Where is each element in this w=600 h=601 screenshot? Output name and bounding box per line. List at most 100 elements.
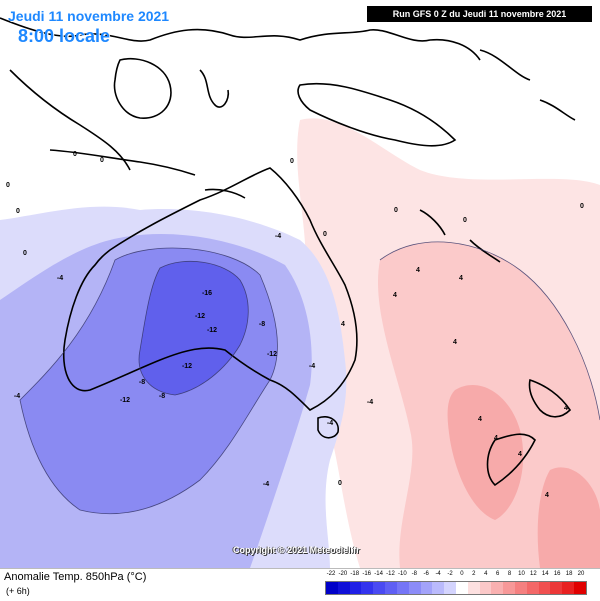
scale-swatch [515, 582, 527, 594]
scale-tick-label: -18 [350, 571, 360, 577]
contour-label: 4 [478, 416, 482, 423]
scale-swatch [396, 582, 409, 594]
scale-swatch [491, 582, 504, 594]
scale-tick-label: 16 [553, 571, 561, 577]
scale-swatch [385, 582, 397, 594]
contour-label: 0 [100, 157, 104, 164]
scale-tick-label: -10 [398, 571, 407, 577]
scale-tick-label: 14 [541, 571, 549, 577]
scale-swatch [444, 582, 456, 594]
borneo-coast [113, 58, 172, 119]
timor-coast [204, 188, 246, 199]
run-info-box: Run GFS 0 Z du Jeudi 11 novembre 2021 [367, 6, 592, 22]
contour-label: 0 [23, 250, 27, 257]
scale-swatch [574, 582, 586, 594]
contour-label-layer: -16-12-12-12-12-12-8-8-8-4-4-4-4-4-4-400… [6, 151, 584, 499]
scale-swatch [420, 582, 433, 594]
scale-swatch [361, 582, 374, 594]
contour-label: -8 [159, 393, 165, 400]
scale-tick-label: 0 [460, 571, 464, 577]
contour-label: 0 [16, 208, 20, 215]
contour-label: 4 [341, 321, 345, 328]
contour-ring-cold-strong [19, 247, 278, 515]
scale-swatch [562, 582, 575, 594]
contour-ring-warm [379, 241, 600, 421]
anomaly-contours [19, 241, 600, 515]
new-guinea-coast [297, 82, 457, 147]
java-coast [49, 149, 196, 176]
scale-tick-label: -20 [338, 571, 348, 577]
australia-coast [63, 167, 358, 411]
pacific-islands [419, 49, 576, 263]
scale-tick-label: -2 [447, 571, 453, 577]
contour-label: -12 [120, 397, 130, 404]
scale-tick-label: 8 [507, 571, 512, 577]
contour-label: -12 [182, 363, 192, 370]
scale-swatch [479, 582, 492, 594]
scale-swatch [526, 582, 539, 594]
contour-label: -8 [139, 379, 145, 386]
scale-tick-label: 10 [518, 571, 525, 577]
copyright-notice: Copyright © 2021 Meteociel.fr [233, 545, 360, 555]
legend-title: Anomalie Temp. 850hPa (°C) [4, 571, 147, 583]
nz-north-coast [528, 378, 572, 418]
contour-label: -12 [195, 313, 205, 320]
anomaly-map: -16-12-12-12-12-12-8-8-8-4-4-4-4-4-4-400… [0, 17, 600, 568]
contour-label: 0 [338, 480, 342, 487]
contour-label: -4 [367, 399, 373, 406]
color-scale: -22 -20 -18 -16 -14 -12 -10 -8 -6 -4 -2 0 2 4 6 8 10 12 14… [325, 571, 587, 597]
scale-tick-label: -14 [374, 571, 383, 577]
scale-swatch [550, 582, 563, 594]
scale-swatch [337, 582, 350, 594]
contour-ring-cold-core [138, 261, 249, 396]
contour-label: 0 [580, 203, 584, 210]
contour-label: 4 [518, 451, 522, 458]
contour-label: -4 [275, 233, 281, 240]
contour-label: 4 [393, 292, 397, 299]
contour-label: 0 [394, 207, 398, 214]
cold-area-core [139, 261, 249, 395]
sumatra-coast [9, 69, 131, 171]
scale-swatch [326, 582, 338, 594]
contour-label: -4 [57, 275, 63, 282]
coastlines [0, 17, 576, 487]
scale-swatch [503, 582, 515, 594]
contour-label: -4 [263, 481, 269, 488]
scale-tick-label: -6 [423, 571, 429, 577]
contour-label: -12 [267, 351, 277, 358]
scale-swatch [408, 582, 421, 594]
legend-subtitle: (+ 6h) [6, 586, 30, 596]
contour-label: -4 [327, 420, 333, 427]
contour-label: -4 [309, 363, 315, 370]
contour-label: 0 [323, 231, 327, 238]
warm-area-strong [447, 384, 524, 520]
contour-label: -12 [207, 327, 217, 334]
scale-tick-label: 2 [472, 571, 476, 577]
color-scale-labels: -22 -20 -18 -16 -14 -12 -10 -8 -6 -4 -2 0 2 4 6 8 10 12 14… [325, 571, 587, 581]
scale-tick-label: -16 [362, 571, 371, 577]
scale-tick-label: -12 [386, 571, 395, 577]
scale-tick-label: 18 [565, 571, 573, 577]
legend-footer: Anomalie Temp. 850hPa (°C) (+ 6h) -22 -20… [0, 568, 600, 601]
nz-south-coast [486, 433, 536, 487]
scale-tick-label: 4 [484, 571, 488, 577]
forecast-time: 8:00 locale [18, 26, 111, 46]
scale-tick-label: -22 [326, 571, 336, 577]
scale-tick-label: 6 [495, 571, 500, 577]
contour-label: 4 [494, 435, 498, 442]
scale-swatch [455, 582, 468, 594]
scale-tick-label: 12 [530, 571, 537, 577]
scale-tick-label: -8 [411, 571, 417, 577]
tasmania-coast [317, 416, 339, 439]
contour-label: -8 [259, 321, 265, 328]
sulawesi-coast [199, 69, 230, 108]
contour-label: 0 [290, 158, 294, 165]
contour-label: 4 [416, 267, 420, 274]
contour-label: 0 [6, 182, 10, 189]
contour-label: 0 [463, 217, 467, 224]
contour-label: -16 [202, 290, 212, 297]
color-scale-bar [325, 581, 587, 595]
scale-swatch [467, 582, 480, 594]
warm-area-strong-2 [537, 467, 600, 568]
